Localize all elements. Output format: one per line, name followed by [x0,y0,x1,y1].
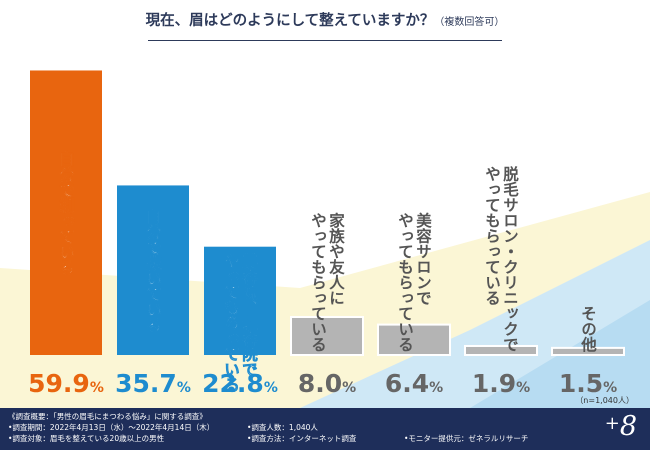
value-label-2: 35.7% [115,369,191,398]
chart-title: 現在、眉はどのようにして整えていますか？（複数回答可） [0,9,650,30]
bar-label-2-line-1: 自分で抜いている [144,207,162,332]
value-label-2-number: 35.7 [115,369,177,398]
bar-label-3-line-2: やってもらっている [222,252,240,392]
value-label-6: 1.9% [472,369,530,398]
survey-provider: •モニター提供元：ゼネラルリサーチ [404,434,529,443]
bar-5 [377,323,451,357]
value-label-4-unit: % [342,380,356,396]
bar-label-5-line-1: 美容サロンで [414,211,433,306]
value-label-1-unit: % [90,380,104,396]
survey-period: •調査期間：2022年4月13日（水）～2022年4月14日（木） [8,423,215,432]
chart-title-subtitle: （複数回答可） [434,17,505,28]
bar-7 [551,346,625,356]
value-label-7: 1.5% [559,369,617,398]
brand-logo-plus: + [604,413,620,434]
sample-size-note: （n=1,040人） [575,396,634,405]
bar-label-7-line-1: その他 [579,306,598,354]
value-label-3-unit: % [264,380,278,396]
bar-label-3-line-1: 美容院、理容院で [240,251,259,377]
value-label-1: 59.9% [28,369,104,398]
survey-method: •調査方法：インターネット調査 [247,434,357,443]
title-underline [148,40,502,41]
bar-4 [290,316,364,356]
bar-6 [464,344,538,357]
value-label-1-number: 59.9 [28,369,90,398]
value-label-5-unit: % [429,380,443,396]
value-label-3-number: 22.8 [202,369,264,398]
value-label-6-unit: % [516,380,530,396]
bar-label-6-line-1: 脱毛サロン・クリニックで [501,165,519,353]
bar-3 [204,246,276,355]
value-label-7-unit: % [603,380,617,396]
brand-logo-number: 8 [619,411,637,442]
survey-respondents: •調査人数：1,040人 [247,423,318,432]
value-label-5-number: 6.4 [385,369,429,398]
bar-label-6-line-2: やってもらっている [483,166,501,306]
value-label-2-unit: % [177,380,191,396]
value-label-4: 8.0% [298,369,356,398]
chart-title-main: 現在、眉はどのようにして整えていますか？ [145,13,435,29]
bar-label-5-line-2: やってもらっている [396,212,414,352]
value-label-7-number: 1.5 [559,369,603,398]
value-label-5: 6.4% [385,369,443,398]
bar-label-4-line-1: 家族や友人に [327,211,345,306]
bar-label-1-line-1: 自分で剃っている [57,149,75,275]
value-label-4-number: 8.0 [298,369,342,398]
value-label-3: 22.8% [202,369,278,398]
survey-target: •調査対象：眉毛を整えている20歳以上の男性 [8,434,165,443]
bar-label-4-line-2: やってもらっている [309,212,327,352]
bar-1 [30,70,102,355]
value-label-6-number: 1.9 [472,369,516,398]
brand-logo: +8 [604,411,637,442]
survey-summary: 《調査概要：「男性の眉毛にまつわる悩み」に関する調査》 [8,412,207,421]
bar-2 [117,185,189,355]
survey-footer: 《調査概要：「男性の眉毛にまつわる悩み」に関する調査》 •調査期間：2022年4… [0,408,650,450]
